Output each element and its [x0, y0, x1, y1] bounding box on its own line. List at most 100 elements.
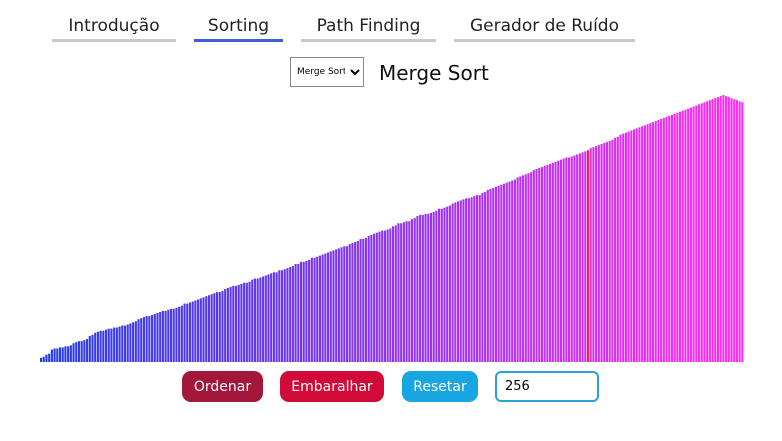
- array-bar: [421, 214, 424, 362]
- array-bar: [730, 98, 733, 362]
- array-bar: [164, 310, 167, 362]
- tab-sorting[interactable]: Sorting: [194, 14, 283, 42]
- sorting-visualization: [40, 95, 744, 362]
- array-bar: [394, 225, 397, 362]
- array-bar: [216, 292, 219, 362]
- array-bar: [467, 198, 470, 362]
- array-bar: [397, 223, 400, 362]
- array-bar: [432, 211, 435, 362]
- array-bar: [722, 95, 725, 362]
- array-bar: [221, 291, 224, 362]
- array-bar: [172, 308, 175, 362]
- array-bar: [643, 125, 646, 362]
- array-bar: [524, 174, 527, 362]
- array-bar: [142, 317, 145, 362]
- array-bar: [405, 221, 408, 362]
- array-bar: [121, 325, 124, 362]
- array-bar: [275, 272, 278, 362]
- array-bar: [573, 155, 576, 362]
- array-bar: [492, 187, 495, 362]
- array-bar: [229, 286, 232, 362]
- tab-introducao[interactable]: Introdução: [52, 14, 176, 42]
- array-bar: [725, 96, 728, 362]
- array-bar: [207, 295, 210, 362]
- array-bar: [440, 208, 443, 362]
- array-bar: [654, 121, 657, 362]
- array-bar: [61, 347, 64, 362]
- array-bar: [321, 254, 324, 362]
- array-bar: [270, 273, 273, 362]
- array-size-input[interactable]: [495, 371, 599, 402]
- array-bar: [345, 246, 349, 362]
- array-bar: [224, 288, 227, 362]
- array-bar: [424, 213, 427, 362]
- array-bar: [597, 145, 600, 362]
- array-bar: [735, 100, 738, 362]
- array-bar: [486, 189, 489, 362]
- array-bar: [69, 345, 72, 362]
- array-bar: [635, 128, 638, 362]
- array-bar: [253, 278, 257, 362]
- array-bar: [132, 322, 135, 362]
- array-bar: [419, 214, 422, 362]
- array-bar: [210, 294, 213, 362]
- shuffle-button[interactable]: Embaralhar: [280, 371, 384, 402]
- array-bar: [584, 151, 587, 362]
- array-bar: [557, 160, 560, 362]
- array-bar: [443, 207, 446, 362]
- array-bar: [535, 169, 538, 362]
- array-bar: [226, 287, 229, 362]
- array-bar: [123, 325, 127, 362]
- array-bar: [75, 342, 78, 362]
- algorithm-title: Merge Sort: [379, 61, 489, 85]
- array-bar: [327, 252, 330, 362]
- algorithm-select[interactable]: Merge Sort: [290, 57, 364, 87]
- array-bar: [148, 316, 151, 362]
- array-bar: [697, 104, 701, 362]
- array-bar: [600, 144, 603, 362]
- array-bar: [316, 256, 319, 362]
- array-bar: [662, 117, 665, 362]
- tab-gerador-de-ruido[interactable]: Gerador de Ruído: [454, 14, 635, 42]
- array-bar: [711, 99, 714, 362]
- array-bar: [137, 319, 140, 362]
- array-bar: [614, 137, 617, 362]
- array-bar: [668, 115, 671, 362]
- sort-button[interactable]: Ordenar: [182, 371, 263, 402]
- array-bar: [169, 308, 173, 362]
- array-bar: [180, 305, 183, 362]
- array-bar: [703, 102, 706, 362]
- array-bar: [689, 107, 692, 362]
- array-bar: [264, 275, 267, 362]
- array-bar: [459, 200, 462, 362]
- array-bar: [494, 186, 497, 362]
- array-bar: [53, 348, 56, 362]
- array-bar: [197, 299, 200, 362]
- array-bar: [695, 105, 698, 362]
- array-bar: [186, 303, 189, 362]
- array-bar: [245, 282, 248, 362]
- array-bar: [513, 179, 516, 362]
- reset-button[interactable]: Resetar: [402, 371, 478, 402]
- array-bar: [367, 235, 370, 362]
- array-bar: [348, 244, 351, 362]
- array-bar: [383, 230, 386, 362]
- array-bar: [446, 206, 449, 362]
- array-bar: [151, 315, 154, 362]
- array-bar: [543, 165, 546, 362]
- array-bar: [741, 102, 744, 362]
- array-bar: [102, 330, 105, 362]
- array-bar: [248, 281, 251, 362]
- array-bar: [470, 197, 473, 362]
- array-bar: [232, 285, 235, 362]
- array-bar: [94, 332, 97, 362]
- tab-path-finding[interactable]: Path Finding: [301, 14, 436, 42]
- array-bar: [708, 100, 711, 362]
- array-bar: [706, 101, 709, 362]
- array-bar: [400, 223, 403, 362]
- array-bar: [427, 213, 430, 362]
- array-bar: [354, 242, 357, 362]
- array-bar: [305, 260, 308, 362]
- array-bar: [113, 327, 116, 362]
- array-bar: [532, 170, 535, 362]
